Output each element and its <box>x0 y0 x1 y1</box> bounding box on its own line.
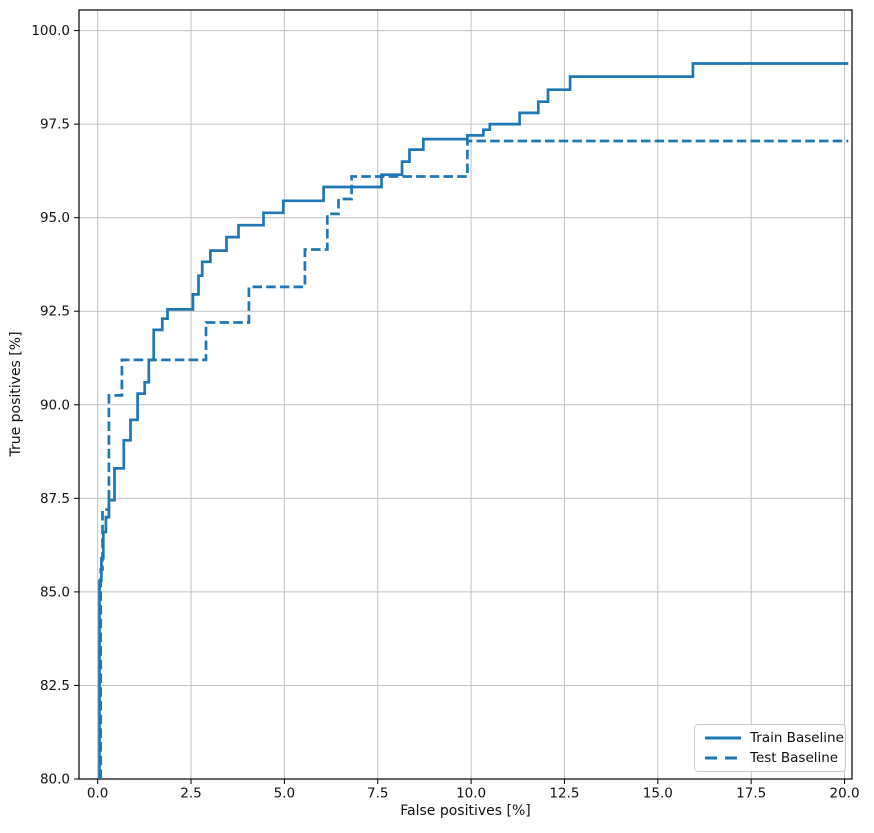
x-tick-label: 5.0 <box>274 786 295 802</box>
y-tick-label: 82.5 <box>40 678 70 694</box>
test-series-line <box>99 139 849 779</box>
x-tick-label: 20.0 <box>830 786 860 802</box>
y-tick-label: 97.5 <box>40 117 70 133</box>
y-tick-label: 92.5 <box>40 304 70 320</box>
x-axis-label: False positives [%] <box>400 803 531 819</box>
train-line-swatch-icon <box>705 736 741 740</box>
x-tick-label: 10.0 <box>456 786 486 802</box>
plot-border <box>78 9 853 780</box>
legend-label-train: Train Baseline <box>750 730 844 746</box>
test-line-swatch-icon <box>705 756 741 760</box>
y-tick-label: 80.0 <box>40 772 70 788</box>
y-tick-label: 85.0 <box>40 584 70 600</box>
legend-item-test: Test Baseline <box>702 750 838 766</box>
y-tick-label: 87.5 <box>40 491 70 507</box>
legend-item-train: Train Baseline <box>702 730 844 746</box>
x-tick-label: 12.5 <box>549 786 579 802</box>
legend: Train Baseline Test Baseline <box>694 724 846 772</box>
legend-label-test: Test Baseline <box>750 750 839 766</box>
y-tick-label: 100.0 <box>31 23 70 39</box>
x-tick-label: 0.0 <box>87 786 108 802</box>
x-tick-label: 17.5 <box>736 786 766 802</box>
y-tick-label: 95.0 <box>40 210 70 226</box>
x-tick-label: 2.5 <box>180 786 201 802</box>
x-tick-label: 15.0 <box>643 786 673 802</box>
train-series-line <box>98 62 849 779</box>
y-axis-label: True positives [%] <box>8 331 24 457</box>
x-tick-label: 7.5 <box>367 786 388 802</box>
y-tick-label: 90.0 <box>40 397 70 413</box>
